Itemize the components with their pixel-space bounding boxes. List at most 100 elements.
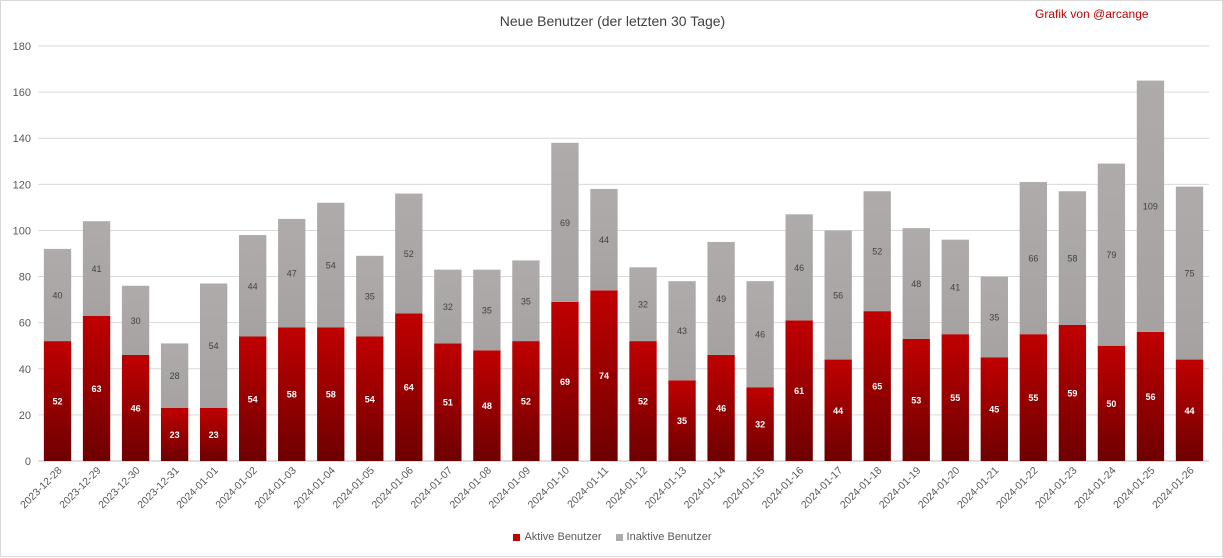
data-label-active: 58 bbox=[326, 390, 336, 400]
bar-active bbox=[551, 301, 579, 461]
legend-item-inactive: Inaktive Benutzer bbox=[615, 531, 712, 543]
y-tick-label: 60 bbox=[19, 318, 31, 330]
data-label-inactive: 32 bbox=[443, 302, 453, 312]
bar-active bbox=[278, 327, 306, 461]
bar-active bbox=[356, 336, 384, 461]
bar-inactive bbox=[512, 260, 540, 342]
data-label-inactive: 54 bbox=[209, 341, 219, 351]
y-axis-ticks: 0 20 40 60 80 100 120 140 160 180 bbox=[13, 41, 31, 468]
data-label-inactive: 52 bbox=[404, 249, 414, 259]
bar-active bbox=[941, 334, 969, 461]
bar-inactive bbox=[941, 239, 969, 335]
y-tick-label: 80 bbox=[19, 272, 31, 284]
bar-inactive bbox=[121, 285, 150, 355]
data-label-inactive: 44 bbox=[599, 235, 609, 245]
x-tick-label: 2024-01-26 bbox=[1150, 465, 1197, 512]
data-label-active: 54 bbox=[248, 394, 258, 404]
bar-inactive bbox=[629, 267, 657, 342]
data-label-active: 52 bbox=[638, 397, 648, 407]
data-label-inactive: 66 bbox=[1028, 254, 1038, 264]
bar-active bbox=[199, 407, 228, 461]
y-tick-label: 0 bbox=[25, 456, 31, 468]
data-label-active: 52 bbox=[521, 397, 531, 407]
data-label-active: 51 bbox=[443, 398, 453, 408]
data-label-active: 69 bbox=[560, 377, 570, 387]
bar-inactive bbox=[395, 193, 423, 314]
bar-active bbox=[668, 380, 696, 461]
y-tick-label: 160 bbox=[13, 87, 31, 99]
bar-active bbox=[746, 387, 774, 461]
y-tick-label: 40 bbox=[19, 364, 31, 376]
data-label-active: 23 bbox=[170, 430, 180, 440]
y-tick-label: 140 bbox=[13, 133, 31, 145]
data-label-active: 44 bbox=[833, 406, 843, 416]
data-label-inactive: 41 bbox=[92, 264, 102, 274]
data-label-inactive: 47 bbox=[287, 269, 297, 279]
bar-active bbox=[434, 343, 462, 461]
data-label-inactive: 58 bbox=[1067, 254, 1077, 264]
bar-active bbox=[1175, 359, 1204, 461]
data-label-active: 48 bbox=[482, 401, 492, 411]
legend-label-active: Aktive Benutzer bbox=[524, 531, 602, 543]
data-label-active: 32 bbox=[755, 420, 765, 430]
bar-inactive bbox=[707, 241, 735, 355]
bar-active bbox=[629, 341, 657, 461]
bar-active bbox=[902, 338, 930, 461]
bar-active bbox=[1019, 334, 1048, 461]
bar-active bbox=[395, 313, 423, 461]
data-label-active: 61 bbox=[794, 386, 804, 396]
x-axis-ticks: 2023-12-282023-12-292023-12-302023-12-31… bbox=[18, 465, 1197, 512]
data-label-inactive: 52 bbox=[872, 247, 882, 257]
bar-inactive bbox=[1019, 182, 1048, 335]
bar-active bbox=[473, 350, 501, 461]
data-label-inactive: 35 bbox=[989, 312, 999, 322]
data-labels: 52 40 63 41 46 30 23 28 23 54 54 44 58 47 58 54 54 35 64 52… bbox=[53, 202, 1195, 440]
data-label-active: 35 bbox=[677, 416, 687, 426]
bar-inactive bbox=[785, 214, 813, 321]
data-label-inactive: 40 bbox=[53, 291, 63, 301]
bar-inactive bbox=[473, 269, 501, 351]
bar-active bbox=[121, 354, 150, 461]
bar-inactive bbox=[863, 191, 891, 312]
y-tick-label: 120 bbox=[13, 179, 31, 191]
bar-active bbox=[1136, 331, 1165, 461]
data-label-inactive: 69 bbox=[560, 218, 570, 228]
data-label-inactive: 35 bbox=[482, 305, 492, 315]
bars bbox=[43, 80, 1204, 461]
y-tick-label: 180 bbox=[13, 41, 31, 53]
data-label-inactive: 79 bbox=[1106, 250, 1116, 260]
bar-inactive bbox=[82, 221, 111, 316]
data-label-inactive: 32 bbox=[638, 300, 648, 310]
data-label-inactive: 35 bbox=[365, 292, 375, 302]
data-label-inactive: 28 bbox=[170, 371, 180, 381]
data-label-inactive: 49 bbox=[716, 294, 726, 304]
x-tick-label: 2024-01-10 bbox=[526, 465, 573, 512]
legend: Aktive Benutzer Inaktive Benutzer bbox=[1, 531, 1223, 543]
bar-active bbox=[707, 354, 735, 461]
bar-inactive bbox=[824, 230, 852, 360]
bar-active bbox=[512, 341, 540, 461]
data-label-inactive: 46 bbox=[755, 330, 765, 340]
data-label-inactive: 46 bbox=[794, 263, 804, 273]
legend-swatch-inactive bbox=[615, 533, 623, 541]
data-label-active: 50 bbox=[1106, 399, 1116, 409]
data-label-active: 53 bbox=[911, 395, 921, 405]
data-label-active: 46 bbox=[131, 403, 141, 413]
bar-inactive bbox=[980, 276, 1008, 358]
bar-active bbox=[1058, 324, 1087, 461]
data-label-active: 55 bbox=[950, 393, 960, 403]
data-label-active: 56 bbox=[1145, 392, 1155, 402]
data-label-inactive: 44 bbox=[248, 281, 258, 291]
data-label-active: 46 bbox=[716, 403, 726, 413]
data-label-active: 58 bbox=[287, 390, 297, 400]
data-label-active: 65 bbox=[872, 382, 882, 392]
bar-active bbox=[980, 357, 1008, 461]
y-tick-label: 20 bbox=[19, 410, 31, 422]
bar-inactive bbox=[1175, 186, 1204, 360]
data-label-active: 55 bbox=[1028, 393, 1038, 403]
bar-active bbox=[824, 359, 852, 461]
bar-active bbox=[43, 341, 72, 461]
data-label-active: 59 bbox=[1067, 388, 1077, 398]
data-label-inactive: 48 bbox=[911, 279, 921, 289]
